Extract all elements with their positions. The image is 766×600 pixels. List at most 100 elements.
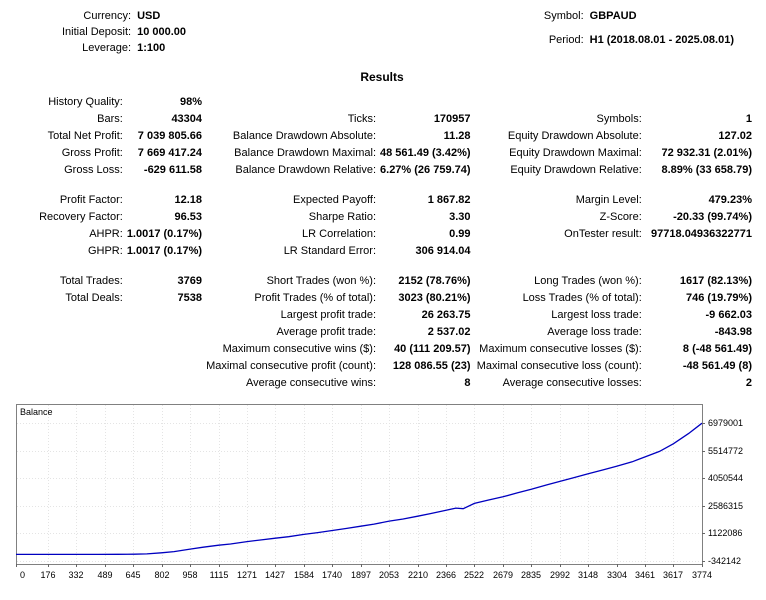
results-table: History Quality: 98% Bars: 43304 Ticks: 17095… — [16, 94, 754, 392]
stats-row: History Quality: 98% — [16, 94, 754, 111]
stat-value: 11.28 — [443, 130, 471, 142]
stat-label: OnTester result: — [564, 228, 642, 240]
x-axis-label: 2679 — [493, 570, 513, 580]
stat-label: Average loss trade: — [547, 326, 642, 338]
currency-label: Currency: — [83, 10, 132, 22]
stat-value: 8 — [464, 377, 471, 389]
stat-label: Ticks: — [347, 113, 377, 125]
x-axis-label: 2053 — [379, 570, 399, 580]
stat-value: 1.0017 (0.17%) — [126, 245, 203, 257]
stat-value — [378, 94, 473, 111]
x-axis-label: 3461 — [635, 570, 655, 580]
stat-label: Gross Loss: — [64, 164, 123, 176]
stat-value: 127.02 — [718, 130, 752, 142]
stat-label: Average profit trade: — [276, 326, 377, 338]
stat-label: Long Trades (won %): — [534, 275, 642, 287]
stats-row: Bars: 43304 Ticks: 170957 Symbols: 1 — [16, 111, 754, 128]
x-axis-label: 0 — [20, 570, 25, 580]
stat-value — [125, 358, 204, 375]
stat-value: 0.99 — [449, 228, 471, 240]
x-axis-label: 1740 — [322, 570, 342, 580]
stat-value: 97718.04936322771 — [651, 228, 752, 240]
stats-row: GHPR: 1.0017 (0.17%) LR Standard Error: 306… — [16, 243, 754, 260]
stat-value: 7538 — [177, 292, 203, 304]
stats-row: Profit Factor: 12.18 Expected Payoff: 1 867… — [16, 192, 754, 209]
stat-label: Total Trades: — [59, 275, 123, 287]
report-header: Currency: USD Initial Deposit: 10 000.00… — [10, 8, 754, 54]
stat-label: Z-Score: — [599, 211, 642, 223]
spacer-row — [16, 260, 754, 273]
stat-label: Total Net Profit: — [47, 130, 123, 142]
stats-row: Average profit trade: 2 537.02 Average los… — [16, 324, 754, 341]
stat-value: 3023 (80.21%) — [398, 292, 471, 304]
x-axis-label: 1427 — [265, 570, 285, 580]
stat-value: 2152 (78.76%) — [398, 275, 471, 287]
x-axis-label: 2366 — [436, 570, 456, 580]
stat-label: Maximum consecutive wins ($): — [222, 343, 377, 355]
x-axis-label: 2522 — [464, 570, 484, 580]
stat-value: 1 — [745, 113, 752, 125]
account-info: Currency: USD Initial Deposit: 10 000.00… — [62, 10, 186, 54]
symbol-label: Symbol: — [543, 10, 584, 22]
stat-value: 128 086.55 (23) — [392, 360, 471, 372]
stat-value: -629 611.58 — [143, 164, 203, 176]
stats-row: Recovery Factor: 96.53 Sharpe Ratio: 3.30 Z-… — [16, 209, 754, 226]
stat-value: 1617 (82.13%) — [679, 275, 752, 287]
results-table-body: History Quality: 98% Bars: 43304 Ticks: 17095… — [16, 94, 754, 392]
stat-label: Loss Trades (% of total): — [522, 292, 642, 304]
stat-value: 43304 — [171, 113, 203, 125]
stat-label: Short Trades (won %): — [266, 275, 377, 287]
stat-value — [644, 94, 754, 111]
stat-value: 48 561.49 (3.42%) — [380, 147, 471, 159]
stat-label: AHPR: — [89, 228, 123, 240]
x-axis-label: 802 — [154, 570, 169, 580]
stat-value: 170957 — [433, 113, 471, 125]
balance-chart-svg: Balance 6979001 5514772 4050544 2586315 11220… — [16, 404, 743, 580]
x-axis-label: 2835 — [521, 570, 541, 580]
x-axis-label: 3617 — [663, 570, 683, 580]
balance-chart: Balance 6979001 5514772 4050544 2586315 11220… — [16, 404, 754, 590]
x-axis-label: 1115 — [210, 570, 229, 580]
stat-label: Equity Drawdown Maximal: — [509, 147, 642, 159]
stat-label — [16, 307, 125, 324]
currency-value: USD — [137, 10, 161, 22]
stat-label — [16, 358, 125, 375]
stat-value: 3769 — [177, 275, 203, 287]
stat-label: Recovery Factor: — [39, 211, 123, 223]
stat-label: Total Deals: — [65, 292, 123, 304]
y-axis-label: 5514772 — [708, 446, 743, 456]
stat-value: -48 561.49 (8) — [682, 360, 752, 372]
stat-value: 2 537.02 — [427, 326, 471, 338]
period-value: H1 (2018.08.01 - 2025.08.01) — [589, 34, 734, 46]
stat-label — [16, 341, 125, 358]
stat-label: Margin Level: — [575, 194, 642, 206]
initial-deposit-value: 10 000.00 — [137, 26, 187, 38]
stat-value — [125, 324, 204, 341]
symbol-value: GBPAUD — [589, 10, 637, 22]
stat-label: Average consecutive losses: — [502, 377, 642, 389]
stat-label: Average consecutive wins: — [245, 377, 377, 389]
stat-value: 3.30 — [449, 211, 471, 223]
stat-label — [16, 375, 125, 392]
stat-value: 12.18 — [174, 194, 203, 206]
stat-value: 96.53 — [174, 211, 203, 223]
x-axis-label: 332 — [68, 570, 83, 580]
stats-row: Total Trades: 3769 Short Trades (won %): 21… — [16, 273, 754, 290]
y-axis-label: 2586315 — [708, 501, 743, 511]
stat-label: Maximal consecutive loss (count): — [476, 360, 642, 372]
balance-line — [16, 422, 703, 556]
stat-label: Maximum consecutive losses ($): — [479, 343, 642, 355]
x-axis-label: 1584 — [294, 570, 314, 580]
stat-value: 8 (-48 561.49) — [682, 343, 752, 355]
stats-row: Average consecutive wins: 8 Average consec… — [16, 375, 754, 392]
stat-value: 2 — [745, 377, 752, 389]
stat-label — [16, 324, 125, 341]
stat-value: 7 039 805.66 — [137, 130, 203, 142]
stats-row: Maximal consecutive profit (count): 128 0… — [16, 358, 754, 375]
stats-row: Total Net Profit: 7 039 805.66 Balance Dra… — [16, 128, 754, 145]
stats-row: Gross Profit: 7 669 417.24 Balance Drawdow… — [16, 145, 754, 162]
stat-value: 26 263.75 — [421, 309, 471, 321]
stat-label: Symbols: — [596, 113, 642, 125]
stat-value: 746 (19.79%) — [685, 292, 752, 304]
